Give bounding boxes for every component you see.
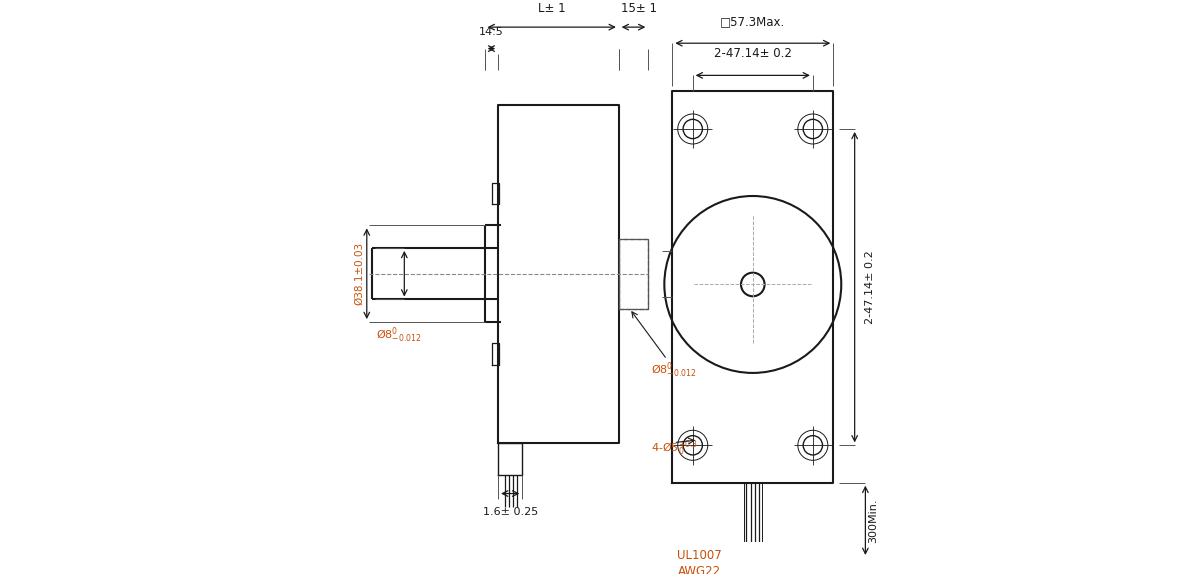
Text: 15± 1: 15± 1 bbox=[620, 2, 656, 15]
Text: Ø38.1±0.03: Ø38.1±0.03 bbox=[354, 242, 364, 305]
Text: 2-47.14± 0.2: 2-47.14± 0.2 bbox=[865, 250, 875, 324]
Text: □57.3Max.: □57.3Max. bbox=[720, 15, 786, 28]
Text: 1.6± 0.25: 1.6± 0.25 bbox=[482, 507, 538, 517]
Text: 14.5: 14.5 bbox=[479, 28, 504, 37]
Text: Ø8$^{0}_{-0.012}$: Ø8$^{0}_{-0.012}$ bbox=[376, 325, 422, 345]
Text: AWG22: AWG22 bbox=[678, 565, 721, 574]
Text: 2-47.14± 0.2: 2-47.14± 0.2 bbox=[714, 48, 792, 60]
Text: 300Min.: 300Min. bbox=[868, 498, 878, 542]
Text: UL1007: UL1007 bbox=[677, 549, 721, 562]
Text: Ø8$^{0}_{-0.012}$: Ø8$^{0}_{-0.012}$ bbox=[650, 360, 697, 380]
Text: L± 1: L± 1 bbox=[538, 2, 565, 15]
Text: 4-Ø5$^{+0.3}_{0}$: 4-Ø5$^{+0.3}_{0}$ bbox=[650, 438, 698, 458]
